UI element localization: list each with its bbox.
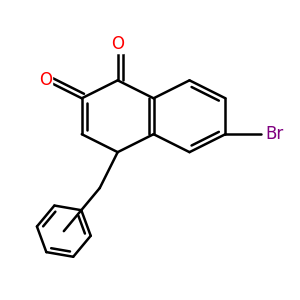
Text: O: O	[111, 35, 124, 53]
Text: O: O	[39, 71, 52, 89]
Text: Br: Br	[265, 125, 283, 143]
